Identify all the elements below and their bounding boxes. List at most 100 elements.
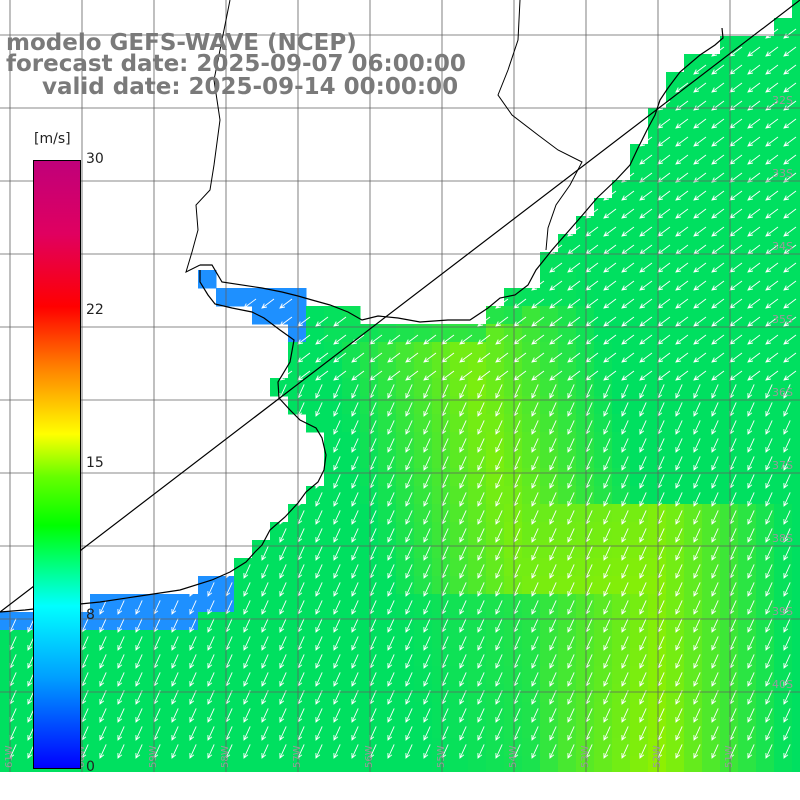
sea-cell <box>288 522 307 541</box>
sea-cell <box>630 450 649 469</box>
sea-cell <box>756 450 775 469</box>
sea-cell <box>126 720 145 739</box>
wind-arrow <box>711 280 725 291</box>
sea-cell <box>594 468 613 487</box>
sea-cell <box>684 342 703 361</box>
wind-arrow <box>333 564 341 579</box>
sea-cell <box>144 720 163 739</box>
sea-cell <box>126 666 145 685</box>
wind-arrow <box>405 402 413 417</box>
wind-arrow <box>333 528 341 543</box>
sea-cell <box>324 612 343 631</box>
wind-arrow <box>477 334 491 345</box>
wind-arrow <box>765 64 779 75</box>
sea-cell <box>360 342 379 361</box>
sea-cell <box>558 252 577 271</box>
sea-cell <box>774 36 793 55</box>
sea-cell <box>342 720 361 739</box>
wind-arrow <box>495 316 509 327</box>
sea-cell <box>594 378 613 397</box>
sea-cell <box>558 306 577 325</box>
sea-cell <box>432 414 451 433</box>
sea-cell <box>792 126 800 145</box>
wind-arrow <box>675 154 689 165</box>
wind-arrow <box>531 298 545 309</box>
sea-cell <box>774 378 793 397</box>
wind-arrow <box>261 708 269 723</box>
wind-arrow <box>531 564 539 579</box>
wind-arrow <box>387 636 395 651</box>
longitude-label: 53W <box>580 745 591 768</box>
sea-cell <box>468 612 487 631</box>
sea-cell <box>630 486 649 505</box>
sea-cell <box>666 522 685 541</box>
wind-arrow <box>567 528 575 543</box>
sea-cell <box>522 702 541 721</box>
wind-arrow <box>531 618 539 633</box>
sea-cell <box>540 612 559 631</box>
wind-arrow <box>621 600 629 615</box>
wind-arrow <box>315 384 323 399</box>
wind-arrow <box>567 510 575 525</box>
wind-arrow <box>207 600 215 615</box>
sea-cell <box>558 504 577 523</box>
sea-cell <box>774 432 793 451</box>
colorbar-unit: [m/s] <box>34 131 71 147</box>
sea-cell <box>378 396 397 415</box>
wind-arrow <box>783 744 791 759</box>
wind-arrow <box>279 672 287 687</box>
sea-cell <box>180 684 199 703</box>
sea-cell <box>0 684 19 703</box>
wind-arrow <box>495 456 503 471</box>
sea-cell <box>774 360 793 379</box>
sea-cell <box>720 180 739 199</box>
wind-arrow <box>693 582 701 597</box>
sea-cell <box>612 648 631 667</box>
sea-cell <box>558 684 577 703</box>
sea-cell <box>666 738 685 757</box>
sea-cell <box>522 306 541 325</box>
sea-cell <box>702 756 721 772</box>
wind-arrow <box>531 438 539 453</box>
wind-arrow <box>243 708 251 723</box>
wind-arrow <box>765 420 773 435</box>
sea-cell <box>216 666 235 685</box>
sea-cell <box>792 0 800 19</box>
wind-arrow <box>765 744 773 759</box>
sea-cell <box>720 756 739 772</box>
sea-cell <box>486 486 505 505</box>
sea-cell <box>774 558 793 577</box>
wind-arrow <box>783 190 797 201</box>
sea-cell <box>774 756 793 772</box>
sea-cell <box>108 612 127 631</box>
sea-cell <box>594 558 613 577</box>
sea-cell <box>522 468 541 487</box>
wind-arrow <box>675 190 689 201</box>
sea-cell <box>792 738 800 757</box>
sea-cell <box>576 468 595 487</box>
wind-arrow <box>315 690 323 705</box>
wind-arrow <box>747 510 755 525</box>
sea-cell <box>756 378 775 397</box>
sea-cell <box>612 594 631 613</box>
sea-cell <box>360 630 379 649</box>
sea-cell <box>558 648 577 667</box>
sea-cell <box>252 702 271 721</box>
sea-cell <box>270 684 289 703</box>
sea-cell <box>432 702 451 721</box>
wind-arrow <box>603 492 611 507</box>
wind-arrow <box>621 370 635 381</box>
wind-arrow <box>747 402 755 417</box>
sea-cell <box>648 378 667 397</box>
sea-cell <box>504 558 523 577</box>
wind-arrow <box>477 708 485 723</box>
wind-arrow <box>531 510 539 525</box>
sea-cell <box>684 54 703 73</box>
wind-arrow <box>621 384 629 399</box>
wind-arrow <box>117 744 125 759</box>
sea-cell <box>180 630 199 649</box>
wind-arrow <box>477 510 485 525</box>
sea-cell <box>702 738 721 757</box>
sea-cell <box>576 594 595 613</box>
wind-arrow <box>639 298 653 309</box>
